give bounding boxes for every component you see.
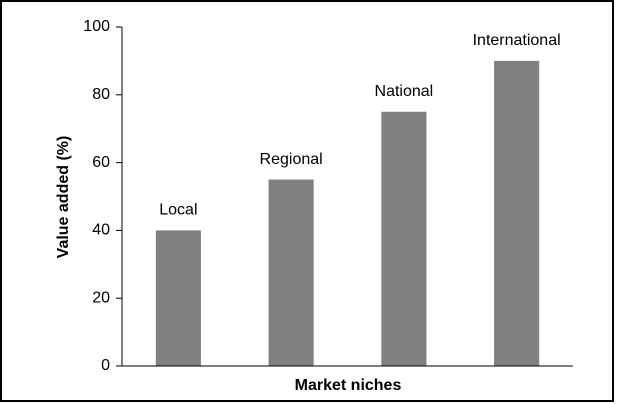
y-tick-label: 100 bbox=[83, 18, 110, 35]
x-axis-title: Market niches bbox=[295, 377, 402, 394]
bar-category-label: Local bbox=[159, 202, 197, 219]
bar bbox=[155, 230, 201, 366]
y-tick-label: 80 bbox=[92, 86, 110, 103]
bar bbox=[381, 111, 427, 366]
bar bbox=[494, 60, 540, 367]
bar-category-label: Regional bbox=[260, 151, 323, 168]
y-tick-label: 60 bbox=[92, 154, 110, 171]
y-axis-title: Value added (%) bbox=[55, 136, 72, 259]
y-tick-label: 40 bbox=[92, 222, 110, 239]
bar-category-label: National bbox=[375, 83, 434, 100]
y-tick-label: 0 bbox=[101, 357, 110, 374]
bar bbox=[268, 179, 314, 366]
bar-category-label: International bbox=[473, 32, 561, 49]
y-tick-label: 20 bbox=[92, 289, 110, 306]
